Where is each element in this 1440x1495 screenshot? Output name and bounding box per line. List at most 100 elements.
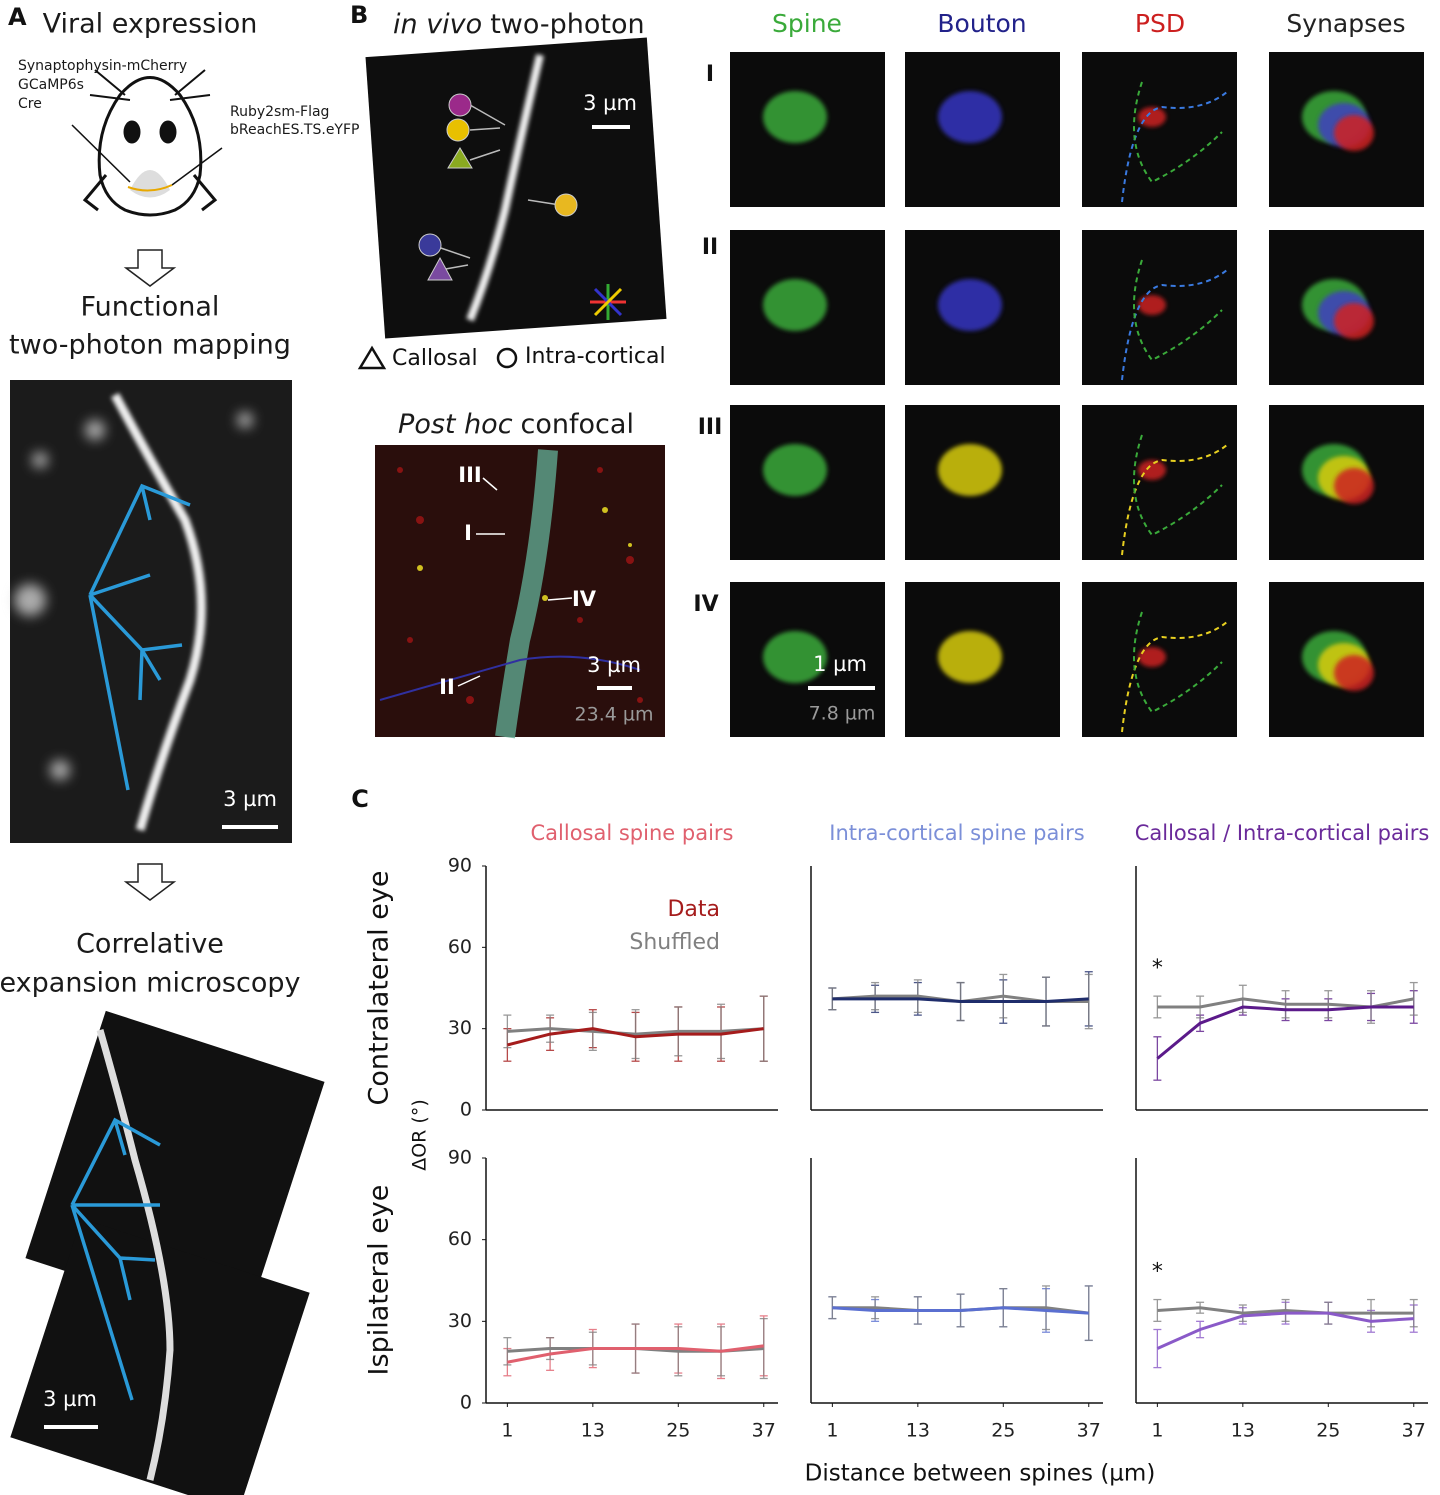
scale-bar-label: 23.4 µm	[575, 704, 654, 726]
scale-bar-label: 1 µm	[813, 652, 867, 676]
x-tick-label: 25	[991, 1420, 1015, 1442]
image-blob	[938, 444, 1002, 496]
x-tick-label: 1	[826, 1420, 838, 1442]
x-tick-label: 37	[1077, 1420, 1101, 1442]
legend-label: Intra-cortical	[525, 344, 666, 369]
image-blob	[1138, 460, 1166, 480]
scale-bar-label: 3 µm	[583, 91, 637, 115]
image-title: Post hoc confocal	[398, 409, 634, 440]
error-bar	[1084, 1285, 1093, 1342]
mouse-sketch	[71, 69, 223, 217]
legend-symbol	[496, 347, 518, 369]
title-part: in vivo	[393, 9, 482, 40]
panel-label: C	[351, 785, 369, 813]
x-axis-label: Distance between spines (µm)	[805, 1461, 1156, 1487]
arrow	[123, 863, 177, 901]
panel-label: A	[8, 3, 27, 31]
injection-label: Ruby2sm-Flag	[230, 104, 329, 120]
data-line	[507, 1344, 764, 1364]
x-tick-label: 25	[1316, 1420, 1340, 1442]
charts: 0 30 60 90 Callosal spine pairs Data Shuffled I…	[448, 821, 1429, 1442]
outline	[1121, 91, 1228, 203]
step-title: expansion microscopy	[0, 968, 300, 999]
title-part: Post hoc	[398, 409, 513, 440]
x-tick-label: 25	[666, 1420, 690, 1442]
image-blob	[763, 279, 827, 331]
injection-label: bReachES.TS.eYFP	[230, 122, 359, 138]
column-header: Spine	[772, 9, 842, 38]
data-line	[507, 1027, 764, 1036]
outline	[1121, 621, 1228, 733]
row-label: IV	[693, 592, 718, 617]
image-tile	[1082, 405, 1237, 560]
two-photon-image: 3 µm	[10, 380, 292, 843]
row-label: Ispilateral eye	[364, 1185, 395, 1376]
column-header: Synapses	[1286, 9, 1405, 38]
outline	[1133, 81, 1223, 184]
image-title: in vivo two-photon	[393, 9, 645, 40]
scale-bar-label: 3 µm	[43, 1387, 97, 1411]
step-title: Functional	[81, 292, 220, 323]
outline	[1121, 269, 1228, 381]
outline	[1133, 611, 1223, 714]
invivo-image: 3 µm	[365, 37, 667, 339]
x-tick-label: 1	[1151, 1420, 1163, 1442]
legend-symbol	[357, 345, 387, 370]
panel-label: B	[350, 1, 368, 29]
image-blob	[1334, 468, 1374, 504]
annotation: *	[1152, 1259, 1163, 1284]
data-line	[832, 1306, 1089, 1315]
image-blob	[1138, 647, 1166, 667]
y-tick-label: 90	[448, 1147, 472, 1169]
image-blob	[763, 631, 827, 683]
image-blob	[1138, 295, 1166, 315]
x-tick-label: 37	[1402, 1420, 1426, 1442]
zoom-tiles	[730, 52, 1424, 737]
image-blob	[763, 91, 827, 143]
row-label: III	[698, 415, 723, 440]
arrow	[123, 249, 177, 287]
image-blob	[1138, 107, 1166, 127]
outline	[1133, 434, 1223, 537]
image-blob	[938, 279, 1002, 331]
injection-label: Synaptophysin-mCherry	[18, 58, 187, 74]
image-blob	[1334, 115, 1374, 151]
confocal-image: III I IV II 3 µm 23.4 µm	[375, 445, 665, 739]
title-part: two-photon	[490, 9, 644, 40]
image-blob	[763, 444, 827, 496]
y-tick-label: 30	[448, 1310, 472, 1332]
step-title: Correlative	[76, 929, 224, 960]
injection-label: GCaMP6s	[18, 77, 84, 93]
data-line	[832, 997, 1089, 1004]
chart-title: Callosal / Intra-cortical pairs	[1135, 821, 1430, 845]
chart-title: Intra-cortical spine pairs	[829, 821, 1084, 845]
step-title: two-photon mapping	[9, 330, 291, 361]
y-tick-label: 60	[448, 1228, 472, 1250]
marker-label: III	[458, 463, 481, 487]
scale-bar-label: 3 µm	[587, 653, 641, 677]
row-label: I	[706, 62, 714, 87]
outline	[1121, 444, 1228, 556]
scale-bar-label: 3 µm	[223, 787, 277, 811]
row-label: Contralateral eye	[364, 871, 395, 1106]
marker-label: I	[464, 521, 472, 545]
chart-title: Callosal spine pairs	[531, 821, 734, 845]
image-blob	[938, 631, 1002, 683]
x-tick-label: 37	[752, 1420, 776, 1442]
column-header: Bouton	[937, 9, 1026, 38]
image-blob	[1334, 655, 1374, 691]
injection-label: Cre	[18, 96, 42, 112]
row-label: II	[702, 235, 718, 260]
y-tick-label: 0	[460, 1392, 472, 1414]
y-tick-label: 30	[448, 1017, 472, 1039]
expansion-image: 3 µm	[10, 1010, 325, 1495]
step-title: Viral expression	[43, 9, 258, 40]
y-axis-label: ΔOR (°)	[409, 1099, 431, 1171]
legend-label: Shuffled	[629, 930, 720, 955]
data-line	[506, 1027, 764, 1047]
x-tick-label: 13	[581, 1420, 605, 1442]
image-tile	[1082, 52, 1237, 207]
column-header: PSD	[1135, 9, 1185, 38]
